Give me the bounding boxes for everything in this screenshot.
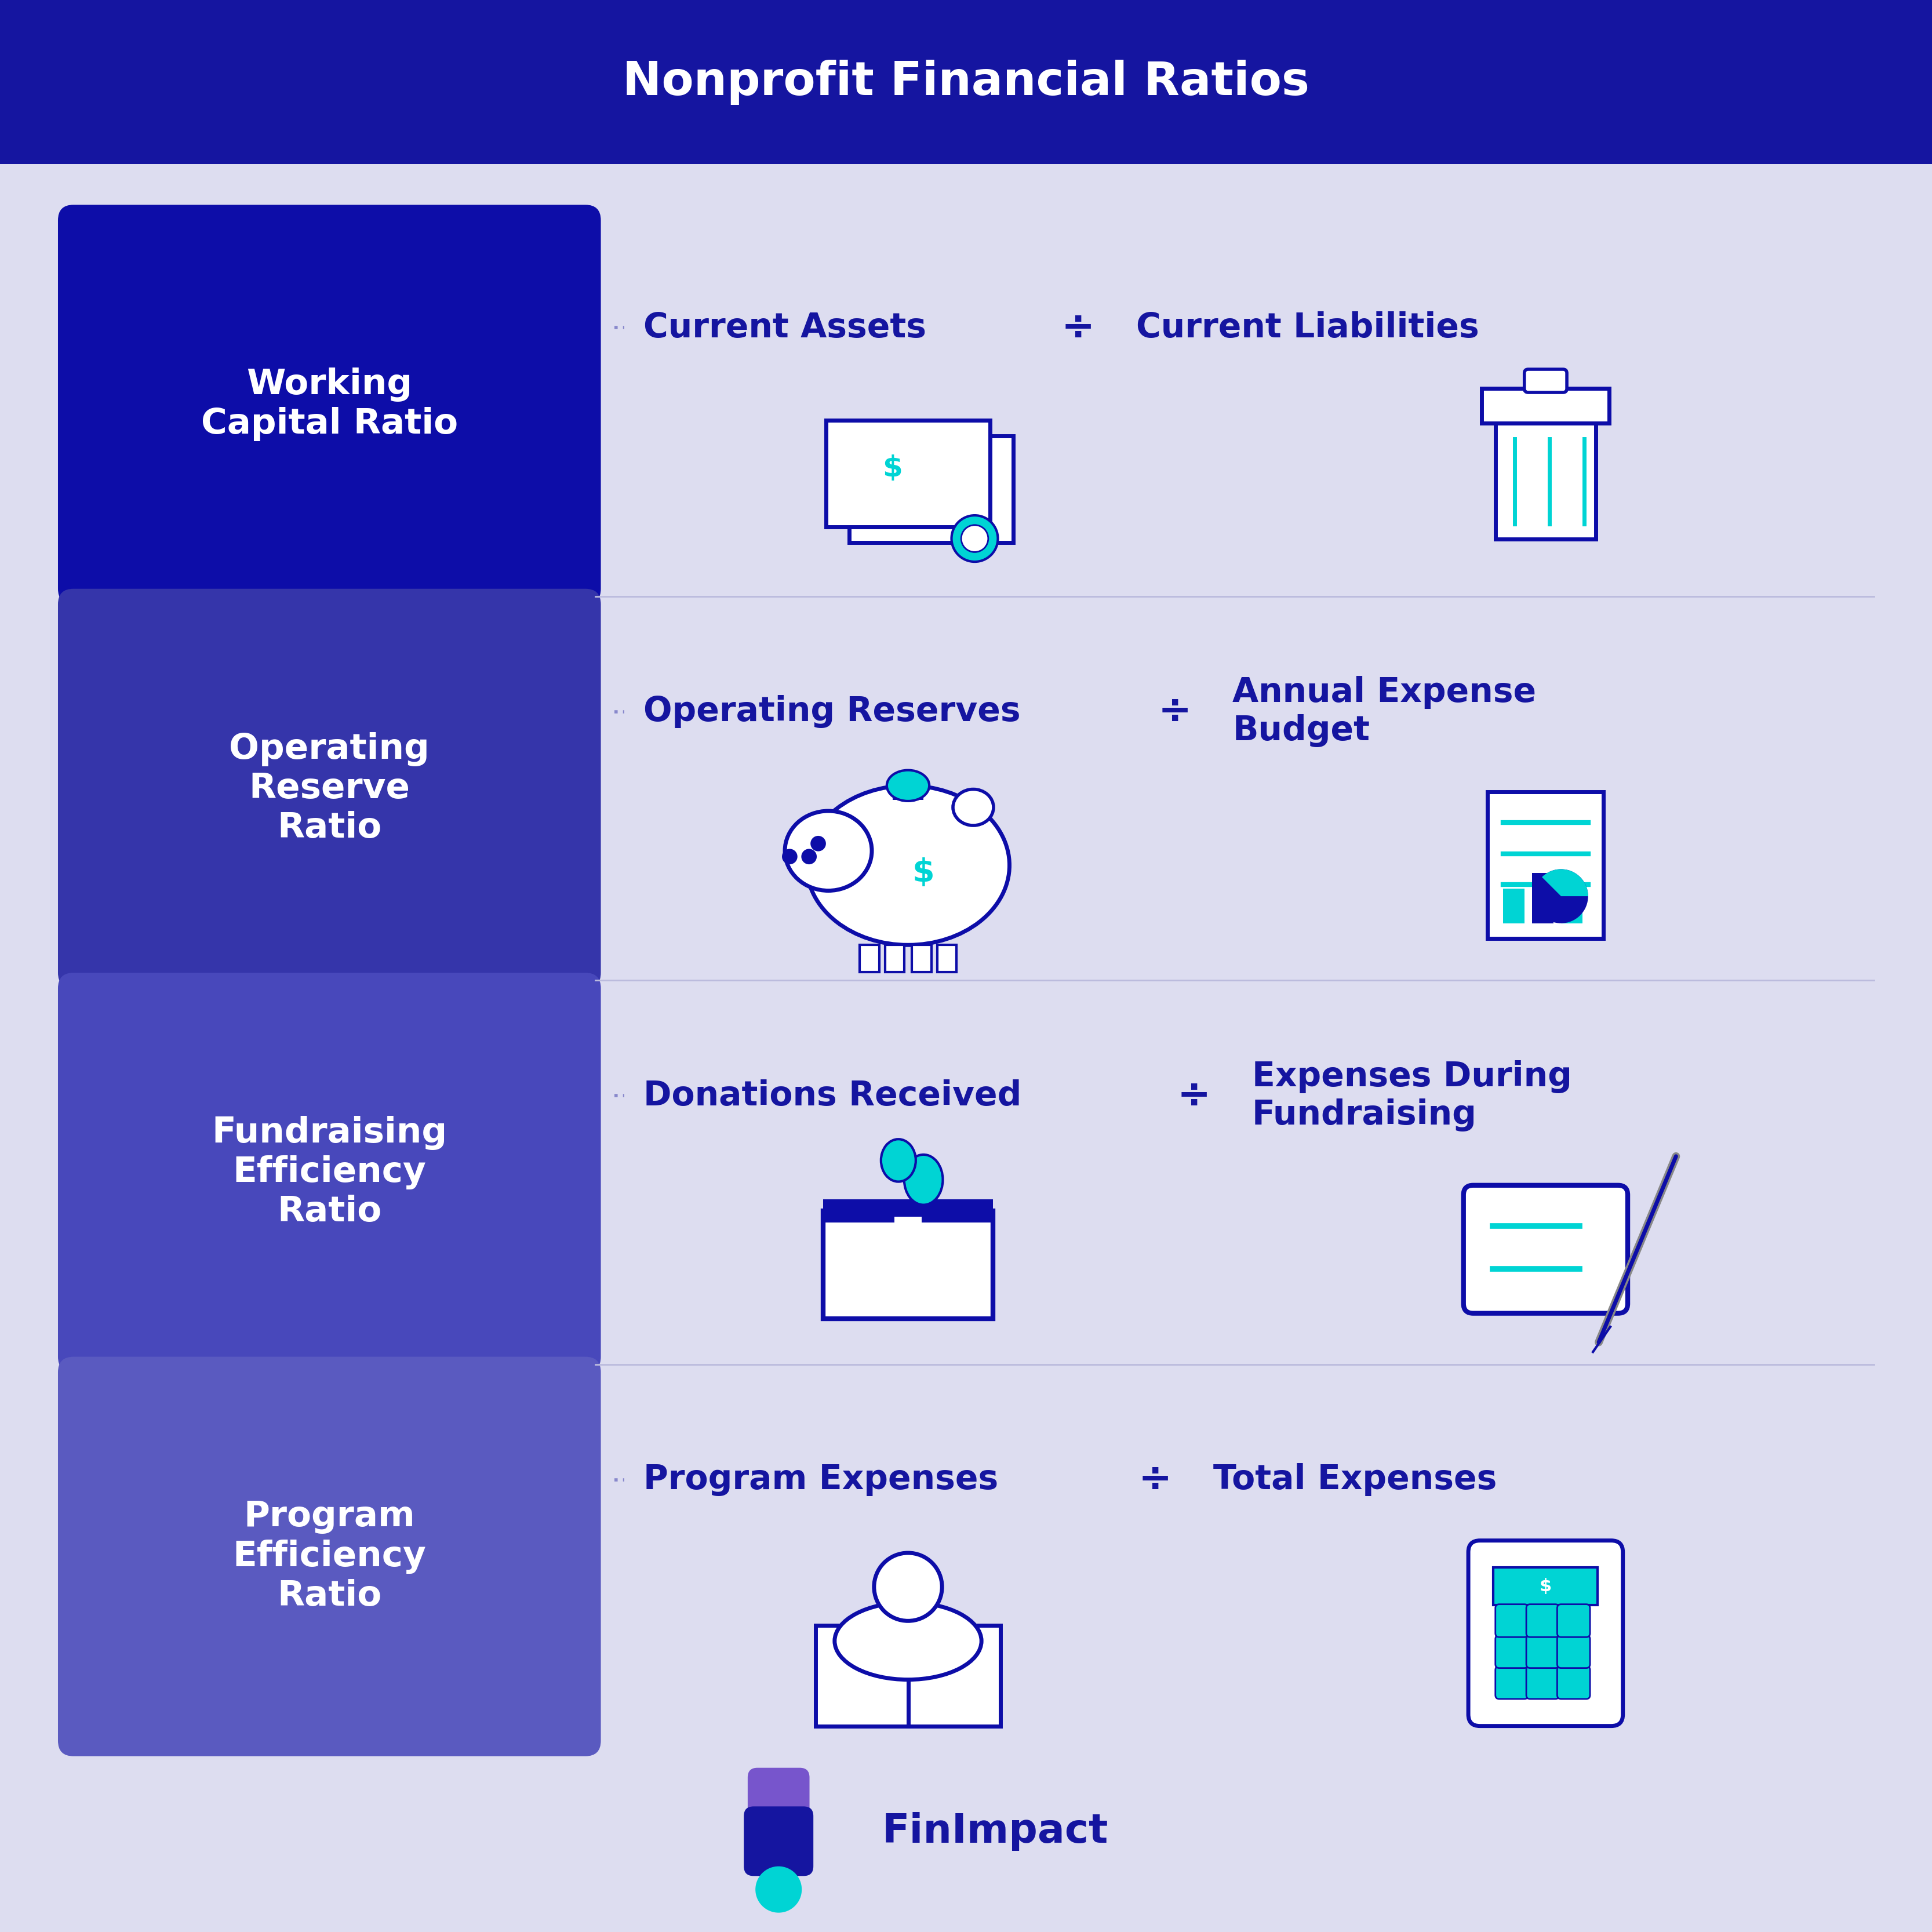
Ellipse shape: [784, 811, 871, 891]
Ellipse shape: [952, 788, 993, 825]
Circle shape: [802, 848, 817, 864]
FancyBboxPatch shape: [908, 1625, 1001, 1725]
FancyBboxPatch shape: [1495, 1665, 1528, 1698]
FancyBboxPatch shape: [1557, 1604, 1590, 1636]
Text: Fundraising
Efficiency
Ratio: Fundraising Efficiency Ratio: [213, 1117, 446, 1229]
Circle shape: [962, 526, 987, 553]
FancyBboxPatch shape: [1526, 1665, 1559, 1698]
Ellipse shape: [887, 771, 929, 802]
FancyBboxPatch shape: [58, 205, 601, 605]
FancyBboxPatch shape: [895, 1217, 922, 1231]
FancyBboxPatch shape: [58, 589, 601, 987]
FancyBboxPatch shape: [912, 945, 931, 972]
Ellipse shape: [835, 1602, 981, 1679]
FancyBboxPatch shape: [860, 945, 879, 972]
Text: ÷: ÷: [1061, 309, 1095, 348]
FancyBboxPatch shape: [1532, 873, 1553, 923]
FancyBboxPatch shape: [0, 0, 1932, 164]
Text: ÷: ÷: [1157, 692, 1192, 730]
FancyBboxPatch shape: [937, 945, 956, 972]
Circle shape: [951, 516, 999, 562]
Text: Current Assets: Current Assets: [643, 311, 925, 344]
FancyBboxPatch shape: [1557, 1665, 1590, 1698]
Text: FinImpact: FinImpact: [881, 1812, 1109, 1851]
Text: Donations Received: Donations Received: [643, 1080, 1022, 1113]
FancyBboxPatch shape: [1526, 1634, 1559, 1667]
FancyBboxPatch shape: [1495, 1634, 1528, 1667]
FancyBboxPatch shape: [58, 972, 601, 1372]
FancyBboxPatch shape: [1524, 369, 1567, 392]
Circle shape: [1534, 869, 1588, 923]
FancyBboxPatch shape: [1464, 1184, 1627, 1314]
FancyBboxPatch shape: [1488, 792, 1604, 939]
FancyBboxPatch shape: [1561, 885, 1582, 923]
Text: ÷: ÷: [1177, 1076, 1211, 1115]
Circle shape: [782, 848, 798, 864]
Text: Program
Efficiency
Ratio: Program Efficiency Ratio: [232, 1499, 427, 1613]
FancyBboxPatch shape: [1495, 423, 1596, 539]
FancyBboxPatch shape: [827, 419, 991, 527]
Text: Nonprofit Financial Ratios: Nonprofit Financial Ratios: [622, 60, 1310, 104]
FancyBboxPatch shape: [850, 435, 1012, 543]
Text: Current Liabilities: Current Liabilities: [1136, 311, 1480, 344]
FancyBboxPatch shape: [1503, 889, 1524, 923]
Circle shape: [755, 1866, 802, 1913]
Circle shape: [873, 1553, 943, 1621]
FancyBboxPatch shape: [1526, 1604, 1559, 1636]
FancyBboxPatch shape: [58, 1356, 601, 1756]
FancyBboxPatch shape: [748, 1768, 810, 1830]
Text: $: $: [912, 858, 935, 889]
FancyBboxPatch shape: [1493, 1567, 1598, 1605]
FancyBboxPatch shape: [744, 1806, 813, 1876]
Ellipse shape: [881, 1140, 916, 1182]
FancyBboxPatch shape: [885, 945, 904, 972]
Ellipse shape: [904, 1155, 943, 1206]
Wedge shape: [1542, 869, 1588, 896]
FancyBboxPatch shape: [1495, 1604, 1528, 1636]
Text: Operating Reserves: Operating Reserves: [643, 696, 1020, 728]
FancyBboxPatch shape: [1468, 1540, 1623, 1725]
Circle shape: [811, 837, 827, 852]
FancyBboxPatch shape: [1557, 1634, 1590, 1667]
FancyBboxPatch shape: [823, 1200, 993, 1223]
Text: Program Expenses: Program Expenses: [643, 1463, 999, 1495]
Text: $: $: [883, 454, 902, 483]
Ellipse shape: [808, 786, 1010, 945]
FancyBboxPatch shape: [1482, 388, 1609, 423]
Text: Working
Capital Ratio: Working Capital Ratio: [201, 367, 458, 440]
Text: Annual Expense
Budget: Annual Expense Budget: [1233, 676, 1536, 748]
Text: Total Expenses: Total Expenses: [1213, 1463, 1497, 1495]
Text: Expenses During
Fundraising: Expenses During Fundraising: [1252, 1061, 1573, 1132]
FancyBboxPatch shape: [823, 1211, 993, 1320]
FancyBboxPatch shape: [815, 1625, 908, 1725]
Text: Operating
Reserve
Ratio: Operating Reserve Ratio: [230, 732, 429, 844]
FancyBboxPatch shape: [893, 788, 923, 800]
Text: ÷: ÷: [1138, 1461, 1173, 1499]
Text: $: $: [1540, 1578, 1551, 1594]
